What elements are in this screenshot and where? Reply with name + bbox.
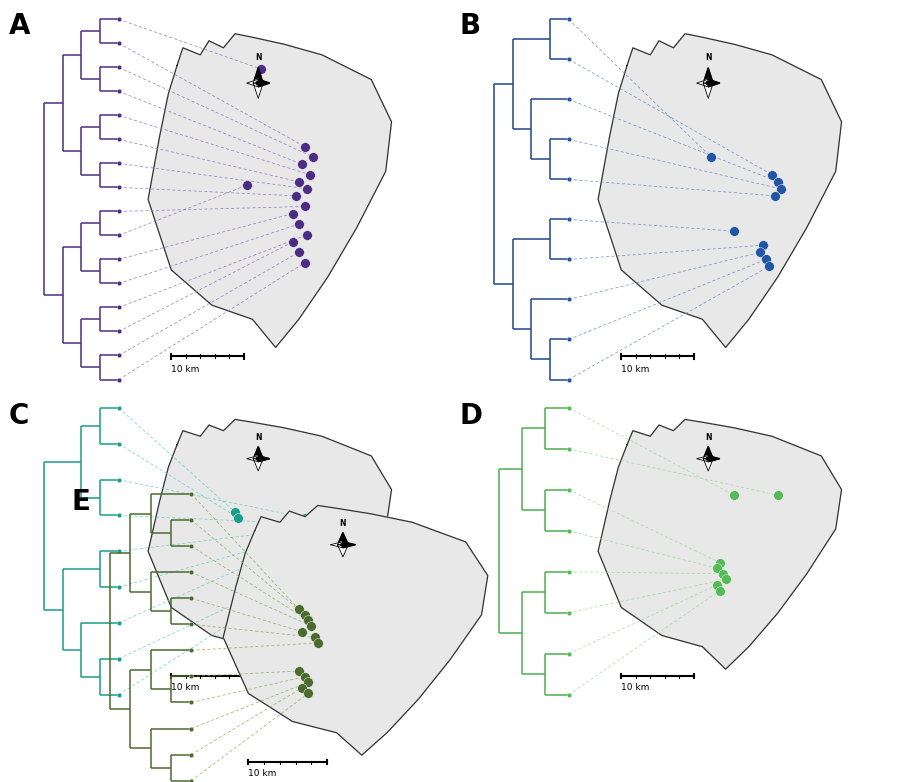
Polygon shape (708, 79, 720, 87)
Polygon shape (253, 68, 263, 83)
Polygon shape (148, 34, 392, 347)
Polygon shape (223, 505, 488, 755)
Circle shape (256, 81, 260, 85)
Polygon shape (253, 83, 263, 99)
Text: 10 km: 10 km (248, 769, 277, 778)
Polygon shape (703, 459, 713, 471)
Text: N: N (255, 433, 262, 443)
Circle shape (706, 81, 710, 85)
Text: 10 km: 10 km (621, 364, 650, 374)
Polygon shape (697, 456, 708, 461)
Polygon shape (703, 83, 713, 99)
Polygon shape (258, 79, 270, 87)
Text: N: N (339, 519, 346, 529)
Polygon shape (697, 79, 708, 87)
Text: 10 km: 10 km (171, 364, 200, 374)
Polygon shape (253, 447, 263, 459)
Text: 10 km: 10 km (621, 683, 650, 692)
Text: C: C (9, 402, 30, 430)
Text: A: A (9, 12, 31, 40)
Circle shape (706, 457, 710, 460)
Text: B: B (459, 12, 480, 40)
Polygon shape (258, 456, 270, 461)
Polygon shape (247, 456, 258, 461)
Polygon shape (598, 34, 842, 347)
Polygon shape (338, 545, 348, 557)
Polygon shape (247, 79, 258, 87)
Polygon shape (148, 419, 392, 669)
Text: 10 km: 10 km (171, 683, 200, 692)
Polygon shape (253, 459, 263, 471)
Circle shape (341, 543, 345, 546)
Circle shape (256, 457, 260, 460)
Polygon shape (343, 542, 356, 547)
Text: N: N (705, 433, 712, 443)
Polygon shape (703, 68, 713, 83)
Text: N: N (705, 53, 712, 63)
Polygon shape (338, 533, 348, 545)
Polygon shape (330, 542, 343, 547)
Text: E: E (72, 488, 91, 516)
Polygon shape (708, 456, 720, 461)
Polygon shape (598, 419, 842, 669)
Polygon shape (703, 447, 713, 459)
Text: N: N (255, 53, 262, 63)
Text: D: D (459, 402, 482, 430)
